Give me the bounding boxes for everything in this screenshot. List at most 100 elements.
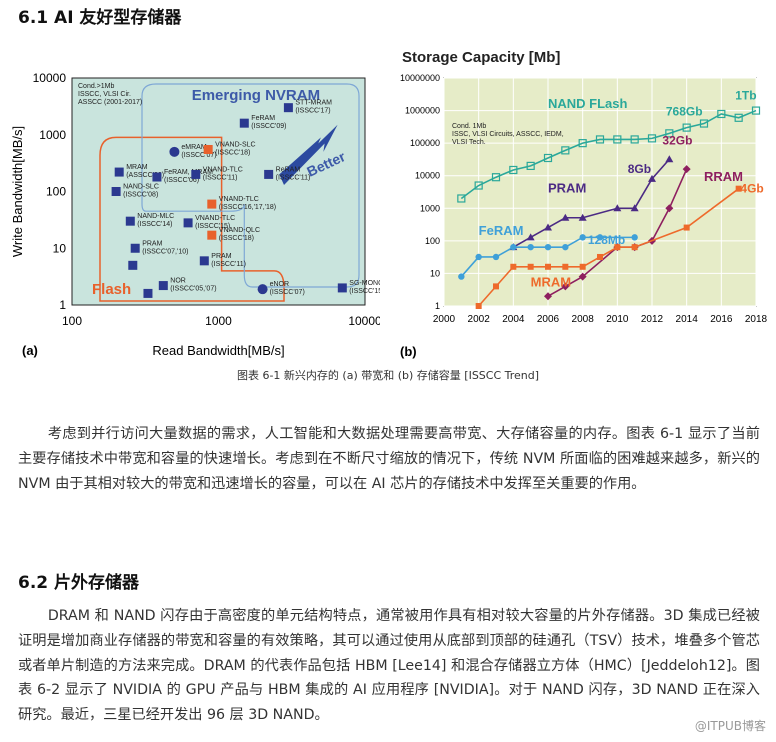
data-point — [264, 169, 274, 179]
x-tick-label: 2010 — [606, 314, 629, 325]
y-tick-label: 10000 — [415, 171, 440, 181]
chart-a-note: Cond.>1Mb ISSCC, VLSI Cir. ASSCC (2001-201… — [78, 83, 142, 106]
y-tick-label: 1000 — [39, 128, 66, 142]
data-point — [648, 174, 656, 182]
data-point — [491, 173, 501, 182]
x-tick-label: 2008 — [572, 314, 595, 325]
series-line — [460, 109, 757, 200]
capacity-annotation: 768Gb — [666, 105, 703, 119]
data-point — [191, 169, 201, 179]
region-label-flash: Flash — [92, 281, 131, 298]
series-label: FeRAM — [479, 223, 524, 238]
capacity-annotation: 8Gb — [628, 162, 651, 176]
x-tick-label: 2014 — [676, 314, 699, 325]
data-point — [647, 134, 657, 143]
data-point — [545, 263, 551, 270]
section-heading-6-1: 6.1 AI 友好型存储器 — [18, 8, 182, 28]
data-point — [562, 263, 569, 270]
data-point — [458, 273, 465, 280]
y-tick-label: 10 — [430, 268, 440, 278]
nvram-region — [141, 83, 360, 288]
data-point — [457, 194, 466, 203]
data-point — [257, 284, 268, 295]
data-point — [595, 135, 605, 144]
data-point — [699, 119, 709, 128]
data-point — [613, 135, 622, 144]
data-point — [509, 165, 518, 175]
panel-label-a: (a) — [22, 343, 38, 358]
data-point — [630, 204, 639, 212]
series-line — [460, 236, 635, 278]
data-point — [510, 263, 517, 270]
paragraph-1: 考虑到并行访问大量数据的需求，人工智能和大数据处理需要高带宽、大存储容量的内存。… — [18, 422, 760, 496]
y-tick-label: 100000 — [410, 138, 440, 148]
data-point — [544, 243, 552, 251]
data-point — [474, 181, 483, 190]
watermark: @ITPUB博客 — [694, 719, 766, 733]
series-label: MRAM — [531, 274, 571, 289]
data-point — [203, 144, 213, 154]
data-point — [114, 167, 124, 177]
point-label: SG-MONOS(ISSCC'15) — [349, 280, 380, 295]
data-point — [631, 234, 638, 241]
data-point — [527, 263, 534, 270]
data-point — [717, 109, 726, 119]
series-line — [478, 188, 740, 307]
data-point — [561, 146, 570, 155]
data-point — [613, 204, 622, 212]
y-tick-label: 1000 — [420, 203, 440, 213]
paragraph-1-text: 考虑到并行访问大量数据的需求，人工智能和大数据处理需要高带宽、大存储容量的内存。… — [18, 426, 760, 492]
chart-capacity: Storage Capacity [Mb] 2000 2002 2004 2006 200… — [400, 49, 768, 359]
data-point — [475, 253, 482, 261]
data-point — [130, 243, 140, 253]
point-label: NAND-SLC (ISSCC'08) — [123, 184, 159, 199]
data-point — [475, 303, 482, 309]
x-tick-label: 1000 — [205, 314, 232, 328]
data-point — [578, 272, 587, 281]
y-tick-label: 1 — [435, 301, 440, 311]
plot-area-a — [71, 77, 366, 306]
point-label: NOR (ISSCC'05,'07) — [170, 278, 216, 293]
better-arrow — [279, 124, 338, 186]
data-point — [665, 155, 674, 163]
data-point — [665, 204, 674, 213]
data-point — [527, 243, 534, 251]
x-tick-label: 2016 — [710, 314, 733, 325]
data-point — [111, 187, 121, 196]
plot-area-b — [443, 77, 757, 307]
chart-b-note: Cond. 1Mb ISSC, VLSI Circuits, ASSCC, IED… — [452, 123, 564, 146]
data-point — [199, 256, 209, 266]
x-tick-label: 2002 — [468, 314, 491, 325]
data-point — [152, 172, 162, 182]
data-point — [579, 234, 586, 241]
point-label: MRAM (ASSCC'06) — [126, 164, 164, 179]
data-point — [597, 253, 603, 260]
data-point — [207, 230, 217, 240]
data-point — [630, 135, 639, 144]
point-label: VNAND-QLC (ISSCC'18) — [219, 227, 260, 242]
data-point — [493, 283, 499, 290]
point-label: STT-MRAM (ISSCC'17) — [295, 100, 332, 115]
data-point — [526, 233, 535, 241]
x-tick-label: 100 — [62, 314, 82, 328]
data-point — [169, 146, 180, 157]
series-label: RRAM — [704, 169, 743, 184]
y-tick-label: 10000000 — [400, 73, 440, 83]
series-label: NAND FLash — [548, 96, 628, 111]
data-point — [665, 129, 674, 138]
point-label: ReRAM (ISSCC'11) — [276, 166, 311, 181]
point-label: eNOR (ISSCC'07) — [270, 281, 305, 296]
data-point — [735, 185, 742, 192]
data-point — [125, 216, 135, 226]
capacity-annotation: 128Mb — [588, 233, 625, 247]
region-label-nvram: Emerging NVRAM — [192, 87, 320, 104]
data-point — [283, 103, 293, 113]
data-point — [239, 118, 249, 128]
data-point — [579, 263, 586, 270]
point-label: NAND-MLC (ISSCC'14) — [137, 213, 174, 228]
data-point — [207, 199, 217, 209]
figure-caption: 图表 6-1 新兴内存的 (a) 带宽和 (b) 存储容量 [ISSCC Tre… — [236, 369, 540, 382]
paragraph-2-text: DRAM 和 NAND 闪存由于高密度的单元结构特点，通常被用作具有相对较大容量… — [18, 608, 760, 724]
point-label: VNAND-TLC (ISSCC'16,'17,'18) — [219, 196, 276, 211]
data-point — [578, 213, 587, 221]
